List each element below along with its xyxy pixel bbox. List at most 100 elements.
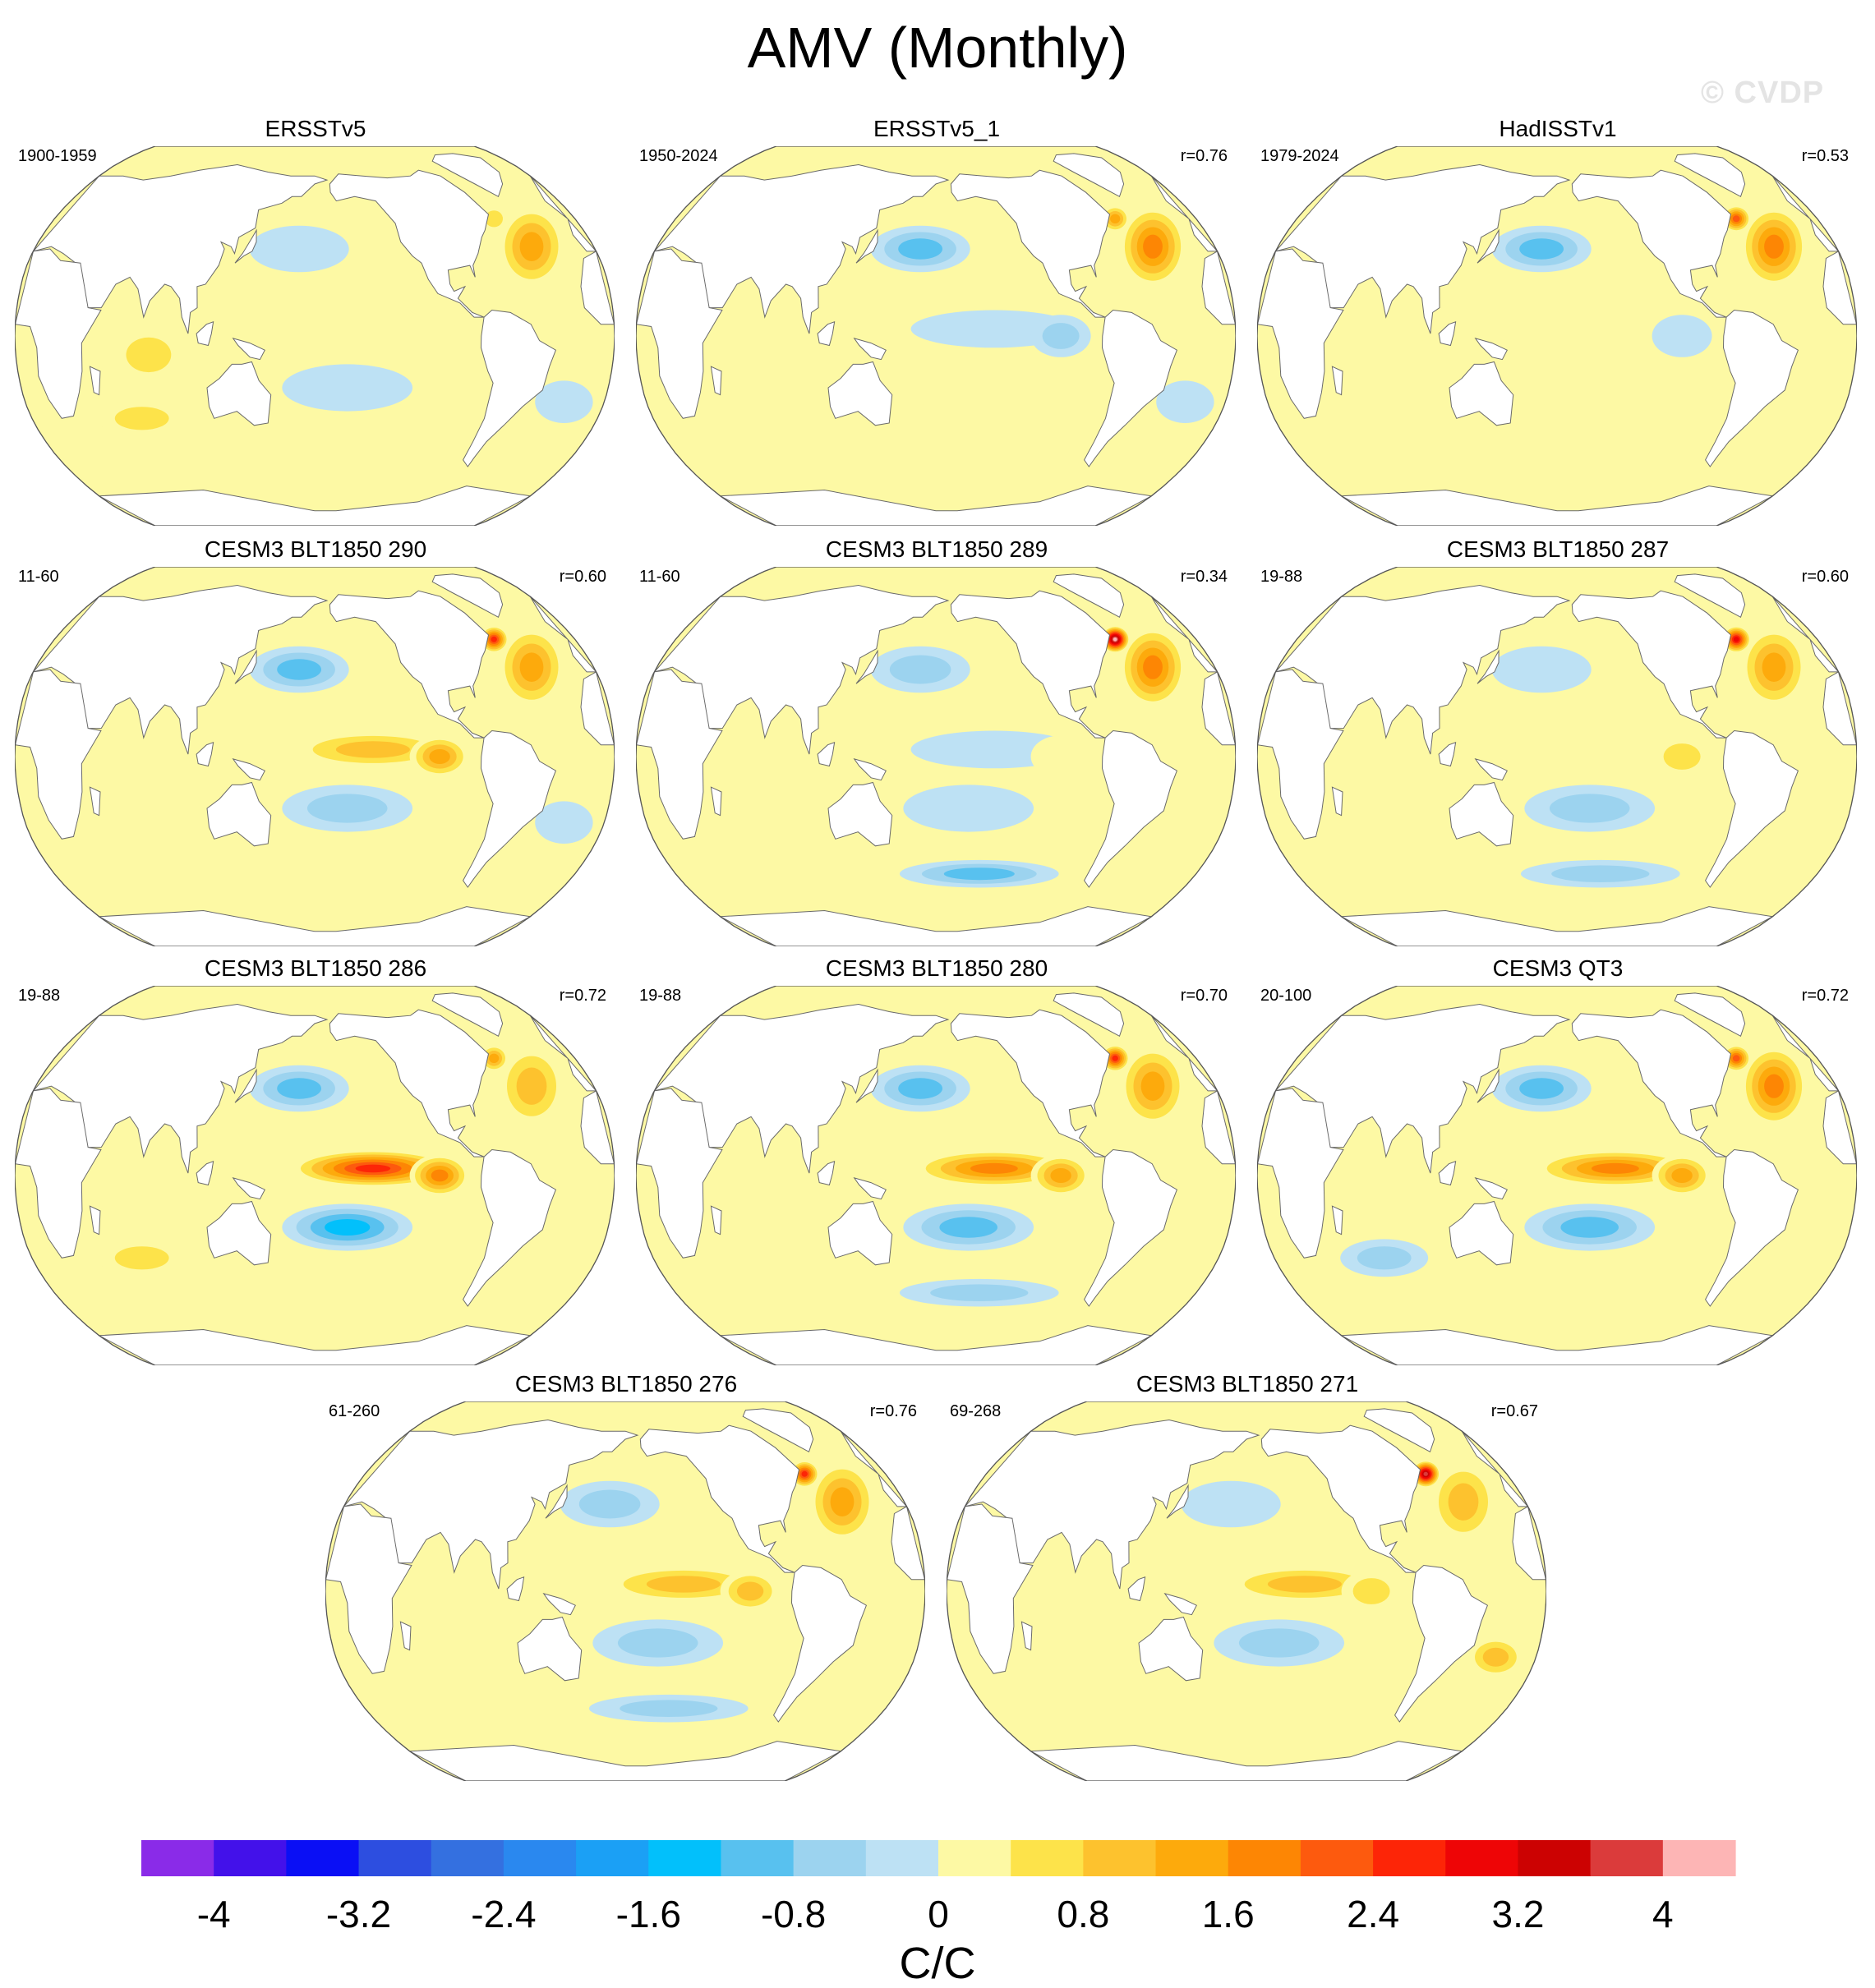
- land-new-guinea: [542, 1593, 576, 1616]
- colorbar-box: [1518, 1840, 1592, 1876]
- land-antarctica: [1029, 1741, 1463, 1781]
- pattern-correlation: r=0.70: [1180, 987, 1228, 1005]
- anomaly-contour-trpac: [289, 310, 457, 348]
- anomaly-contour-sindian: [114, 1246, 169, 1270]
- sst-map: [325, 1401, 925, 1781]
- land-africa: [1257, 248, 1344, 419]
- land-madagascar: [89, 1205, 101, 1236]
- colorbar-tick-label: -0.8: [761, 1893, 826, 1935]
- land-borneo: [196, 1161, 214, 1186]
- land-greenland: [1363, 1408, 1435, 1453]
- colorbar-box: [1155, 1840, 1229, 1876]
- land-greenland: [1674, 153, 1746, 198]
- sst-map: [636, 146, 1236, 526]
- anomaly-contour-nwpac: [277, 1078, 321, 1099]
- anomaly-contour-spac: [903, 364, 1034, 412]
- pattern-correlation: r=0.60: [559, 568, 606, 586]
- anomaly-contour-spac: [306, 794, 388, 823]
- map-panel: CESM3 BLT1850 271 69-268 r=0.67: [938, 1370, 1556, 1781]
- anomaly-contour-epac: [429, 749, 450, 764]
- panel-period: 19-88: [18, 987, 61, 1005]
- land-madagascar: [710, 786, 722, 817]
- land-antarctica: [718, 906, 1153, 946]
- land-south-america: [1705, 309, 1799, 467]
- land-africa: [636, 248, 723, 419]
- land-north-america: [1571, 169, 1732, 318]
- colorbar-box: [1662, 1840, 1736, 1876]
- map-panel: CESM3 QT3 20-100 r=0.72: [1249, 955, 1867, 1365]
- panel-period: 19-88: [639, 987, 682, 1005]
- land-africa: [1257, 669, 1344, 840]
- land-japan: [234, 1068, 257, 1103]
- anomaly-contour-nwpac: [1519, 1078, 1564, 1099]
- land-borneo: [1438, 742, 1457, 767]
- land-eurasia-east: [1274, 1003, 1571, 1174]
- map-panel: CESM3 BLT1850 290 11-60 r=0.60: [7, 536, 624, 946]
- colorbar-box: [576, 1840, 649, 1876]
- land-madagascar: [1331, 786, 1343, 817]
- anomaly-contour-epac: [431, 1169, 449, 1182]
- map-outline: [15, 146, 615, 526]
- land-north-america: [1571, 590, 1732, 739]
- anomaly-contour-epac: [1671, 1168, 1693, 1183]
- land-australia: [827, 361, 893, 426]
- anomaly-contour-satl: [535, 380, 593, 423]
- land-borneo: [196, 742, 214, 767]
- land-north-america: [1571, 1009, 1732, 1157]
- land-australia: [206, 781, 272, 847]
- land-north-america: [639, 1424, 800, 1573]
- anomaly-contour-spac: [939, 1217, 997, 1238]
- land-madagascar: [710, 1205, 722, 1236]
- land-south-america: [1084, 309, 1178, 467]
- colorbar-box: [1083, 1840, 1157, 1876]
- land-borneo: [1438, 1161, 1457, 1186]
- land-greenland: [1674, 573, 1746, 619]
- panel-title: CESM3 BLT1850 290: [204, 536, 427, 562]
- colorbar-box: [648, 1840, 722, 1876]
- land-new-guinea: [232, 338, 265, 361]
- anomaly-contour-satl: [1482, 1647, 1509, 1667]
- land-borneo: [1438, 321, 1457, 347]
- land-south-america: [1705, 1148, 1799, 1307]
- land-africa: [325, 1503, 412, 1674]
- anomaly-contour-spac: [1549, 794, 1630, 823]
- colorbar-box: [1590, 1840, 1664, 1876]
- anomaly-contour-spac: [1524, 364, 1656, 412]
- panel-title: CESM3 BLT1850 280: [825, 955, 1048, 981]
- anomaly-contour-spac: [282, 364, 413, 412]
- anomaly-contour-nwpac: [1491, 646, 1592, 693]
- land-madagascar: [89, 366, 101, 396]
- land-north-america: [329, 590, 490, 739]
- land-madagascar: [1020, 1621, 1033, 1651]
- land-greenland: [431, 153, 504, 198]
- panel-title: ERSSTv5: [265, 116, 366, 141]
- anomaly-contour-nwpac: [898, 1078, 942, 1099]
- land-australia: [827, 1200, 893, 1266]
- colorbar-box: [793, 1840, 867, 1876]
- anomaly-contour-spac: [325, 1219, 371, 1236]
- land-new-guinea: [232, 1177, 265, 1200]
- anomaly-contour-labsea: [1110, 214, 1121, 223]
- sst-map: [947, 1401, 1546, 1781]
- land-australia: [827, 781, 893, 847]
- land-australia: [1449, 361, 1514, 426]
- land-borneo: [506, 1576, 525, 1602]
- map-panel: CESM3 BLT1850 287 19-88 r=0.60: [1249, 536, 1867, 946]
- sst-map: [636, 567, 1236, 946]
- anomaly-contour-labsea: [1112, 1055, 1118, 1061]
- panel-title: CESM3 BLT1850 286: [204, 955, 427, 981]
- pattern-correlation: r=0.67: [1490, 1402, 1538, 1420]
- colorbar-box: [286, 1840, 360, 1876]
- colorbar-tick-label: -2.4: [471, 1893, 536, 1935]
- land-japan: [1166, 1484, 1189, 1519]
- anomaly-contour-labsea: [485, 210, 503, 228]
- land-north-america: [950, 169, 1111, 318]
- colorbar-box: [1445, 1840, 1519, 1876]
- anomaly-contour-satl: [535, 801, 593, 844]
- map-outline: [1257, 986, 1857, 1365]
- land-japan: [234, 649, 257, 684]
- land-antarctica: [1339, 485, 1774, 526]
- land-madagascar: [399, 1621, 412, 1651]
- land-antarctica: [97, 1325, 532, 1365]
- colorbar-box: [938, 1840, 1011, 1876]
